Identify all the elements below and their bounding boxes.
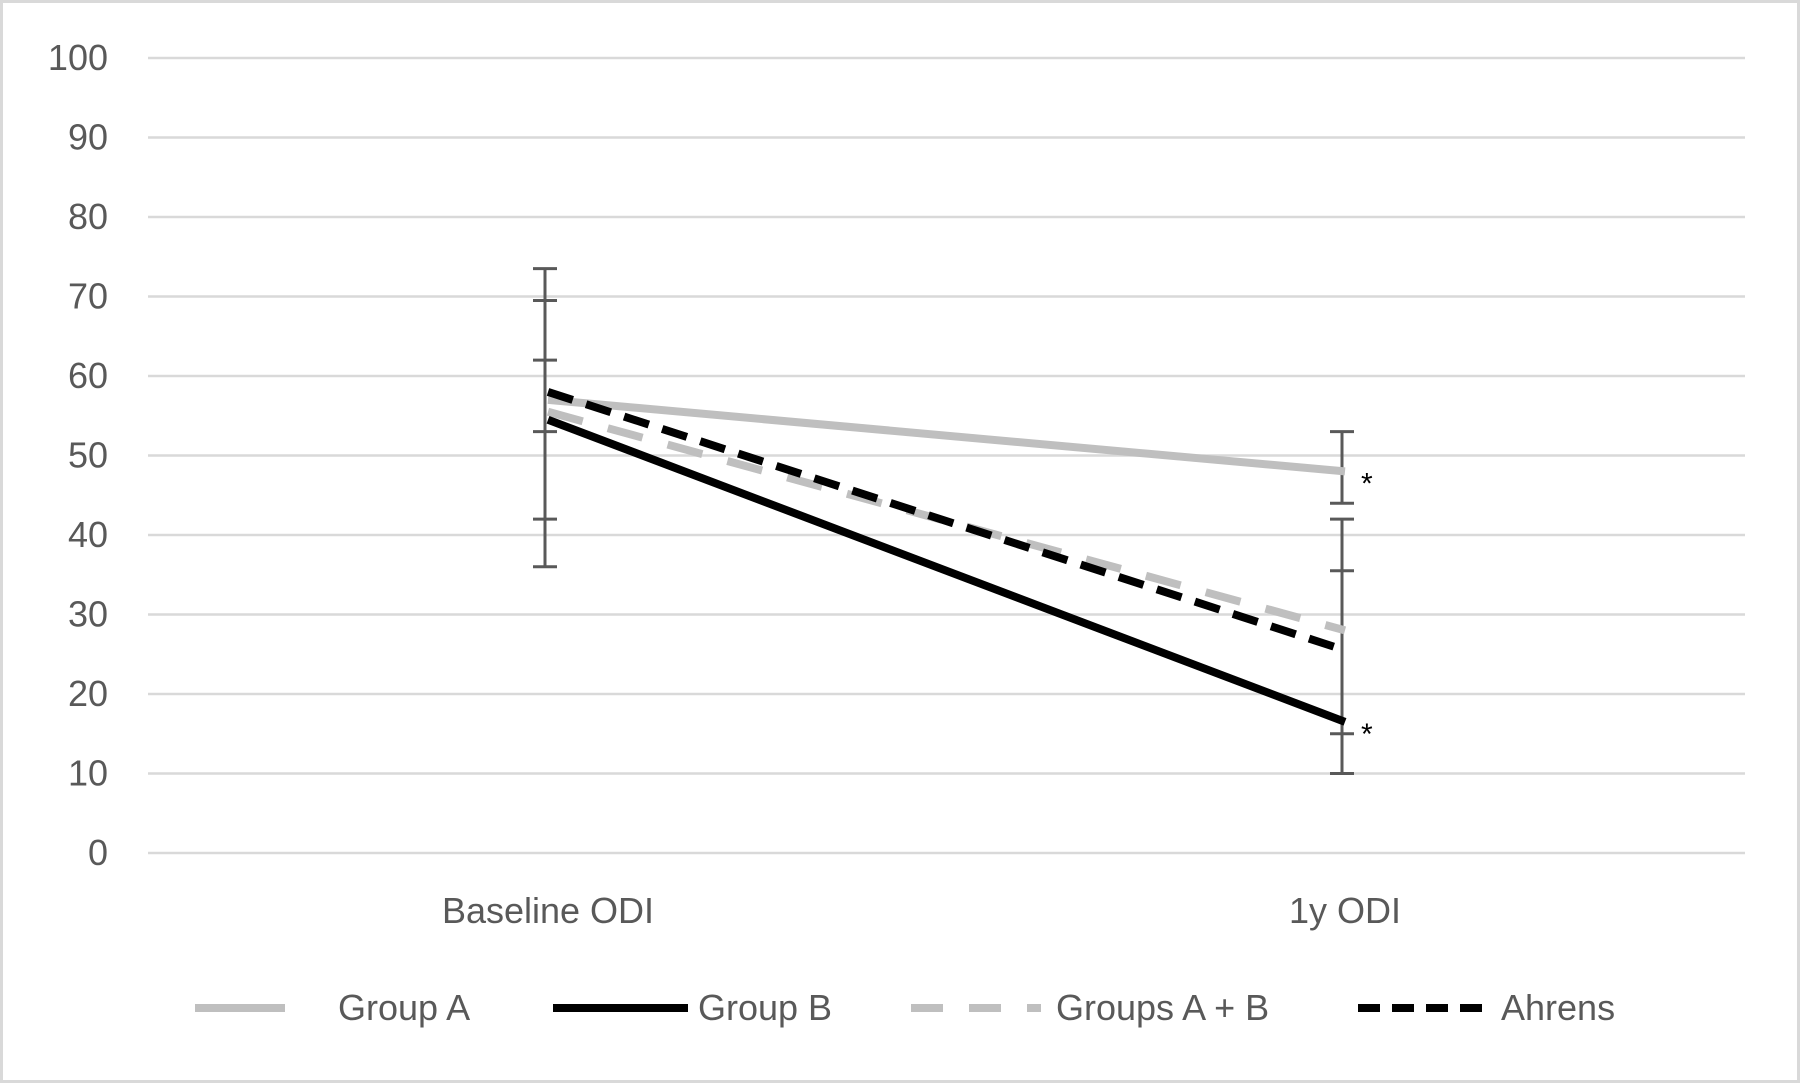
y-tick-label: 40	[68, 514, 108, 555]
legend-item: Group B	[553, 987, 832, 1028]
series-line-group-a	[547, 395, 1346, 476]
significance-asterisk: *	[1361, 467, 1373, 500]
legend-item: Group A	[195, 987, 470, 1028]
y-tick-label: 100	[48, 37, 108, 78]
legend-item: Groups A + B	[911, 987, 1269, 1028]
series-line-ahrens	[546, 388, 1347, 655]
legend-label: Ahrens	[1501, 987, 1615, 1028]
significance-asterisk: *	[1361, 718, 1373, 751]
y-axis-tick-labels: 0 10 20 30 40 50 60 70 80 90 100	[48, 37, 108, 873]
y-tick-label: 20	[68, 673, 108, 714]
y-tick-label: 80	[68, 196, 108, 237]
x-axis-tick-labels: Baseline ODI 1y ODI	[442, 890, 1401, 931]
y-tick-label: 50	[68, 435, 108, 476]
x-tick-label: Baseline ODI	[442, 890, 654, 931]
legend: Group A Group B Groups A + B Ahrens	[195, 987, 1615, 1028]
y-tick-label: 60	[68, 355, 108, 396]
y-tick-label: 70	[68, 276, 108, 317]
legend-label: Group A	[338, 987, 470, 1028]
x-tick-label: 1y ODI	[1289, 890, 1401, 931]
series-line-group-b	[546, 415, 1347, 726]
series-lines	[546, 388, 1347, 726]
y-tick-label: 90	[68, 117, 108, 158]
y-tick-label: 0	[88, 832, 108, 873]
series-line-groups-a-b	[546, 407, 1347, 635]
legend-item: Ahrens	[1358, 987, 1615, 1028]
y-tick-label: 30	[68, 594, 108, 635]
annotations: **	[1361, 467, 1373, 750]
legend-label: Groups A + B	[1056, 987, 1269, 1028]
legend-label: Group B	[698, 987, 832, 1028]
error-bars	[533, 267, 1354, 775]
y-tick-label: 10	[68, 753, 108, 794]
line-chart: 0 10 20 30 40 50 60 70 80 90 100 Baseline ODI 1y ODI…	[48, 37, 1745, 1028]
gridlines	[148, 56, 1745, 855]
